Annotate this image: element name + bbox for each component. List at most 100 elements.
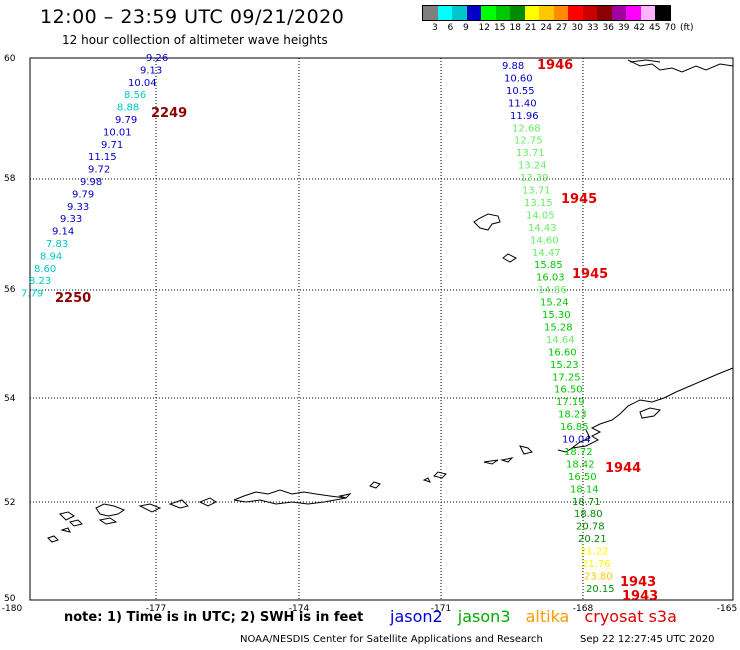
wave-value: 18.14 (570, 484, 599, 495)
wave-value: 7.79 (21, 289, 43, 300)
wave-value: 18.80 (574, 509, 603, 520)
wave-value: 8.60 (34, 264, 56, 275)
wave-value: 13.15 (524, 198, 553, 209)
scale-box (553, 6, 568, 20)
wave-value: 15.85 (534, 260, 563, 271)
scale-label: 27 (556, 23, 568, 33)
latitude-labels: 60 58 56 54 52 50 (4, 54, 16, 604)
wave-value: 15.30 (542, 310, 571, 321)
page-title: 12:00 – 23:59 UTC 09/21/2020 (40, 6, 345, 28)
scale-box (655, 6, 670, 20)
lat-grid (30, 178, 733, 503)
lon-tick-label: -180 (2, 604, 23, 614)
wave-value: 8.88 (117, 103, 139, 114)
lon-tick-label: -168 (573, 604, 594, 614)
wave-value: 23.80 (584, 571, 613, 582)
legend-altika: altika (525, 607, 570, 626)
wave-value: 9.33 (67, 202, 89, 213)
wave-value: 16.03 (536, 273, 565, 284)
scale-box (423, 6, 438, 20)
footer-credit: NOAA/NESDIS Center for Satellite Applica… (240, 634, 543, 645)
scale-label: 15 (494, 23, 506, 33)
scale-box (495, 6, 510, 20)
scale-label: (ft) (680, 23, 694, 33)
scale-box (626, 6, 641, 20)
wave-value: 13.71 (522, 186, 551, 197)
wave-value: 18.42 (566, 459, 595, 470)
pass-time-label: 2250 (55, 291, 91, 306)
wave-value: 15.23 (550, 360, 579, 371)
lat-tick-label: 50 (4, 594, 16, 604)
scale-box (524, 6, 539, 20)
wave-value: 9.79 (115, 115, 137, 126)
wave-value: 18.71 (572, 497, 601, 508)
scale-box (640, 6, 655, 20)
wave-value: 9.26 (146, 53, 168, 64)
wave-value: 16.50 (554, 385, 583, 396)
wave-value: 20.21 (578, 534, 607, 545)
scale-label: 45 (649, 23, 661, 33)
scale-label: 6 (447, 23, 454, 33)
wave-value: 9.71 (101, 140, 123, 151)
scale-box (597, 6, 612, 20)
lon-tick-label: -174 (289, 604, 310, 614)
lat-tick-label: 52 (4, 498, 15, 508)
wave-value: 15.28 (544, 322, 573, 333)
wave-value: 9.98 (80, 177, 102, 188)
scale-label: 33 (587, 23, 599, 33)
scale-label: 3 (432, 23, 438, 33)
wave-value: 14.47 (532, 248, 561, 259)
lon-grid (155, 58, 584, 600)
wave-value: 9.79 (72, 189, 94, 200)
lat-tick-label: 56 (4, 285, 16, 295)
pass-time-label: 2249 (151, 106, 187, 121)
legend-cryosat: cryosat s3a (584, 607, 677, 626)
wave-value: 8.94 (40, 251, 62, 262)
wave-value: 11.40 (508, 98, 537, 109)
wave-value: 13.71 (516, 148, 545, 159)
wave-value: 8.23 (29, 276, 51, 287)
legend-jason2: jason2 (390, 607, 443, 626)
wave-value: 21.76 (582, 559, 611, 570)
satellite-legend: jason2 jason3 altika cryosat s3a (390, 607, 687, 626)
scale-box (582, 6, 597, 20)
note-text: note: 1) Time is in UTC; 2) SWH is in fe… (64, 610, 364, 625)
wave-value: 14.86 (538, 285, 567, 296)
page-subtitle: 12 hour collection of altimeter wave hei… (62, 33, 328, 47)
scale-label: 12 (478, 23, 490, 33)
wave-value: 17.19 (556, 397, 585, 408)
scale-box (437, 6, 452, 20)
wave-value: 10.60 (504, 73, 533, 84)
wave-value: 10.55 (506, 86, 535, 97)
pass-time-label: 1943 (622, 589, 658, 604)
scale-label: 24 (540, 23, 552, 33)
wave-value: 13.39 (520, 173, 549, 184)
lat-tick-label: 54 (4, 394, 16, 404)
wave-value: 20.15 (586, 584, 615, 595)
scale-label: 9 (463, 23, 469, 33)
wave-value: 8.56 (124, 90, 146, 101)
wave-value: 12.68 (512, 123, 541, 134)
lat-tick-label: 58 (4, 174, 16, 184)
wave-value: 16.60 (548, 347, 577, 358)
wave-value: 9.14 (52, 227, 74, 238)
pass-time-label: 1943 (620, 575, 656, 590)
wave-height-values: 9.269.1310.048.568.889.7910.019.7111.159… (21, 53, 615, 595)
wave-value: 10.04 (128, 78, 157, 89)
pass-time-label: 1945 (561, 192, 597, 207)
lat-tick-label: 60 (4, 54, 16, 64)
wave-value: 10.04 (562, 435, 591, 446)
wave-value: 9.72 (88, 165, 110, 176)
scale-label: 18 (509, 23, 521, 33)
scale-box (568, 6, 583, 20)
wave-value: 14.05 (526, 210, 555, 221)
scale-label: 70 (664, 23, 676, 33)
scale-box (539, 6, 554, 20)
wave-value: 10.01 (103, 127, 132, 138)
scale-label: 21 (525, 23, 537, 33)
scale-label: 42 (633, 23, 645, 33)
scale-box (611, 6, 626, 20)
scale-label: 36 (602, 23, 614, 33)
